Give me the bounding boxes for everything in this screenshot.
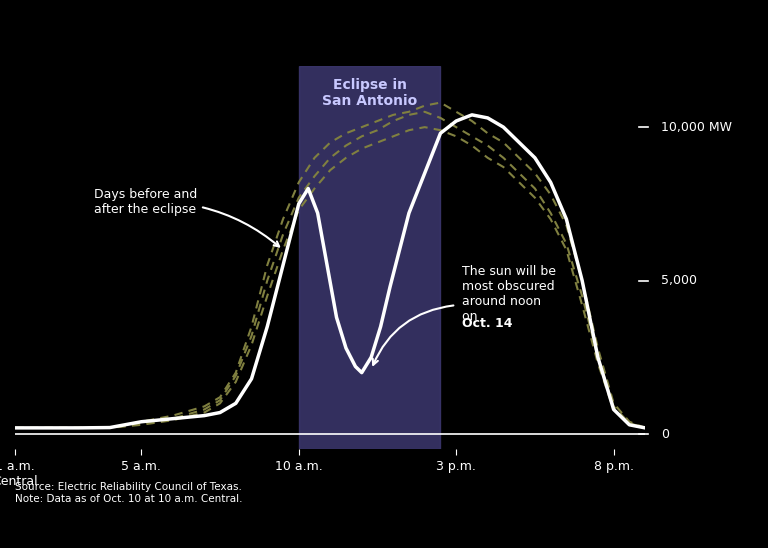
- Text: Eclipse in
San Antonio: Eclipse in San Antonio: [322, 78, 417, 109]
- Text: Source: Electric Reliability Council of Texas.
Note: Data as of Oct. 10 at 10 a.: Source: Electric Reliability Council of …: [15, 482, 243, 504]
- Text: Days before and
after the eclipse: Days before and after the eclipse: [94, 188, 279, 247]
- Text: 0: 0: [660, 427, 669, 441]
- Text: Oct. 14: Oct. 14: [462, 317, 513, 330]
- Text: The sun will be
most obscured
around noon
on: The sun will be most obscured around noo…: [462, 265, 557, 323]
- Text: 5,000: 5,000: [660, 274, 697, 287]
- Text: 10,000 MW: 10,000 MW: [660, 121, 732, 134]
- Bar: [299, 66, 440, 449]
